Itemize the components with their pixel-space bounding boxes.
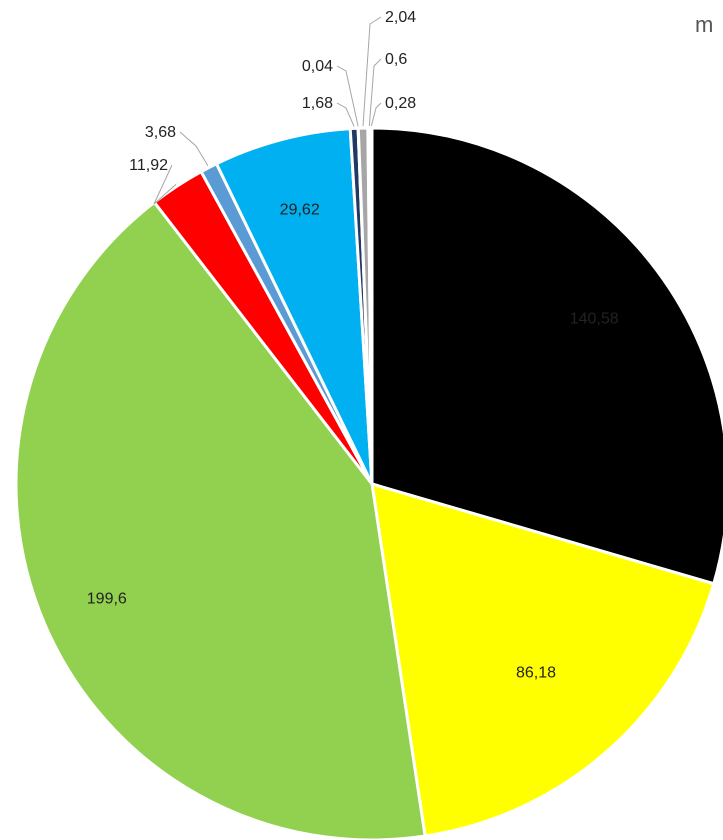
data-label-2: 199,6 xyxy=(87,590,127,607)
chart-title: m xyxy=(695,12,714,37)
pie-slice-1 xyxy=(370,481,716,838)
pie-slice-0 xyxy=(370,126,723,586)
leader-line-9 xyxy=(368,58,382,127)
leader-line-7 xyxy=(336,65,359,127)
data-label-3: 11,92 xyxy=(129,157,168,174)
data-label-4: 3,68 xyxy=(145,124,176,141)
pie-slice-5 xyxy=(214,127,374,485)
data-label-7: 0,04 xyxy=(302,58,333,75)
data-label-10: 0,28 xyxy=(385,95,416,112)
data-label-6: 1,68 xyxy=(302,95,333,112)
data-labels: 140,58 86,18 199,6 11,92 3,68 29,62 1,68 0,04 2,… xyxy=(87,9,619,682)
leader-line-8 xyxy=(362,16,382,127)
leader-line-6 xyxy=(336,102,355,127)
pie-slice-10 xyxy=(369,126,374,485)
data-label-8: 2,04 xyxy=(385,9,416,26)
data-label-5: 29,62 xyxy=(280,202,320,219)
data-label-9: 0,6 xyxy=(385,51,407,68)
leader-line-4 xyxy=(179,131,209,167)
data-label-0: 140,58 xyxy=(570,310,619,327)
pie-slices xyxy=(14,126,723,840)
data-label-1: 86,18 xyxy=(516,665,556,682)
leader-line-3 xyxy=(153,164,177,205)
leader-line-10 xyxy=(370,102,382,127)
pie-slice-2 xyxy=(14,200,427,840)
leader-lines xyxy=(153,16,382,205)
